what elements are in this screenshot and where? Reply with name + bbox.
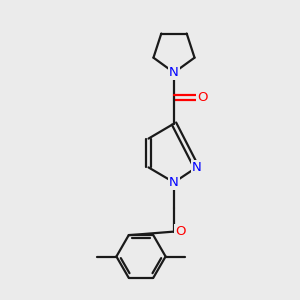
Text: N: N	[192, 161, 201, 174]
Text: N: N	[169, 66, 179, 79]
Text: O: O	[175, 225, 186, 238]
Text: N: N	[169, 176, 179, 189]
Text: O: O	[197, 91, 208, 104]
